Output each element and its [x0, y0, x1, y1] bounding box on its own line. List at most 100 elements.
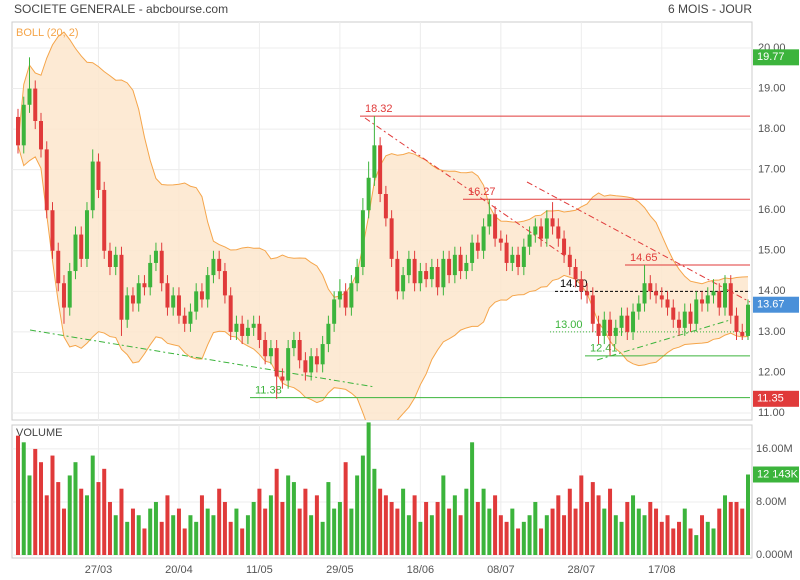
y2-tick-label: 0.000M: [756, 549, 793, 561]
candle-body: [274, 348, 279, 377]
candle-body: [429, 267, 434, 280]
candle-body: [562, 238, 567, 255]
volume-bar: [567, 488, 572, 555]
candle-body: [44, 149, 49, 211]
volume-bar: [694, 535, 699, 555]
y-tick-label: 19.00: [758, 82, 786, 94]
volume-bar: [286, 475, 291, 555]
candle-body: [481, 226, 486, 251]
candle-body: [113, 254, 118, 267]
price-tag-label: 13.67: [757, 299, 785, 311]
volume-bar: [274, 468, 279, 555]
volume-bar: [50, 455, 55, 555]
volume-bar: [79, 488, 84, 555]
candle-body: [159, 250, 164, 284]
candle-body: [33, 88, 38, 121]
volume-bar: [636, 508, 641, 555]
level-label: 14.65: [630, 252, 658, 264]
volume-bar: [562, 515, 567, 555]
price-tag: [753, 49, 799, 66]
level-label: 16.27: [468, 186, 496, 198]
candle-body: [360, 210, 365, 267]
volume-bar: [642, 515, 647, 555]
volume-bar: [182, 528, 187, 555]
candle-body: [16, 116, 20, 146]
volume-bar: [67, 475, 72, 555]
candle-body: [705, 295, 710, 304]
candle-body: [464, 262, 469, 272]
candle-body: [102, 189, 107, 251]
candle-body: [148, 262, 153, 288]
volume-bar: [320, 521, 325, 555]
candle-body: [447, 258, 452, 276]
candle-body: [585, 291, 590, 296]
volume-bar: [194, 521, 199, 555]
volume-bar: [44, 495, 49, 555]
candle-body: [441, 258, 446, 288]
candle-body: [383, 194, 388, 219]
volume-bar: [96, 482, 101, 555]
volume-bar: [475, 501, 480, 555]
candle-body: [165, 283, 170, 308]
volume-bar: [447, 508, 452, 555]
volume-bar: [625, 501, 630, 555]
x-tick-label: 29/05: [326, 564, 354, 576]
volume-bar: [717, 508, 722, 555]
candle-body: [539, 226, 544, 239]
level-label: 13.00: [555, 319, 583, 331]
candle-body: [107, 250, 112, 267]
candle-body: [297, 340, 302, 361]
candle-body: [280, 376, 285, 381]
price-tag: [753, 390, 799, 407]
volume-bar: [573, 508, 578, 555]
candle-body: [309, 356, 314, 373]
volume-bar: [119, 488, 124, 555]
candle-body: [498, 238, 503, 243]
volume-bar: [263, 508, 268, 555]
volume-bar: [504, 521, 509, 555]
candle-body: [573, 267, 578, 280]
volume-bar: [608, 488, 613, 555]
x-tick-label: 08/07: [487, 564, 515, 576]
candle-body: [372, 145, 377, 178]
y-tick-label: 12.00: [758, 366, 786, 378]
price-tag: [753, 296, 799, 313]
volume-bar: [659, 521, 664, 555]
candle-body: [470, 242, 475, 263]
volume-bar: [424, 501, 429, 555]
volume-bar: [579, 475, 584, 555]
candle-body: [452, 254, 457, 276]
candle-body: [504, 242, 509, 263]
candle-body: [263, 340, 268, 357]
volume-bar: [458, 515, 463, 555]
volume-bar: [498, 515, 503, 555]
y-tick-label: 17.00: [758, 164, 786, 176]
volume-bar: [401, 488, 406, 555]
level-label: 12.41: [590, 343, 618, 355]
volume-bar: [412, 495, 417, 555]
volume-bar: [452, 495, 457, 555]
candle-body: [245, 327, 250, 336]
volume-bar: [33, 448, 38, 555]
candle-body: [510, 254, 515, 263]
volume-bar: [113, 515, 118, 555]
candle-body: [257, 323, 262, 340]
candle-body: [234, 323, 239, 332]
level-label: 14.00: [560, 278, 588, 290]
volume-bar: [544, 515, 549, 555]
volume-bar: [406, 515, 411, 555]
volume-bar: [378, 488, 383, 555]
volume-bar: [61, 508, 66, 555]
candle-body: [153, 250, 158, 263]
volume-bar: [677, 521, 682, 555]
volume-bar: [631, 495, 636, 555]
candle-body: [205, 275, 210, 300]
x-tick-label: 20/04: [165, 564, 193, 576]
candle-body: [366, 177, 371, 211]
volume-bar: [596, 495, 601, 555]
candle-body: [314, 356, 319, 365]
volume-bar: [372, 468, 377, 555]
volume-bar: [343, 462, 348, 555]
candle-body: [516, 254, 521, 267]
candle-body: [527, 234, 532, 247]
